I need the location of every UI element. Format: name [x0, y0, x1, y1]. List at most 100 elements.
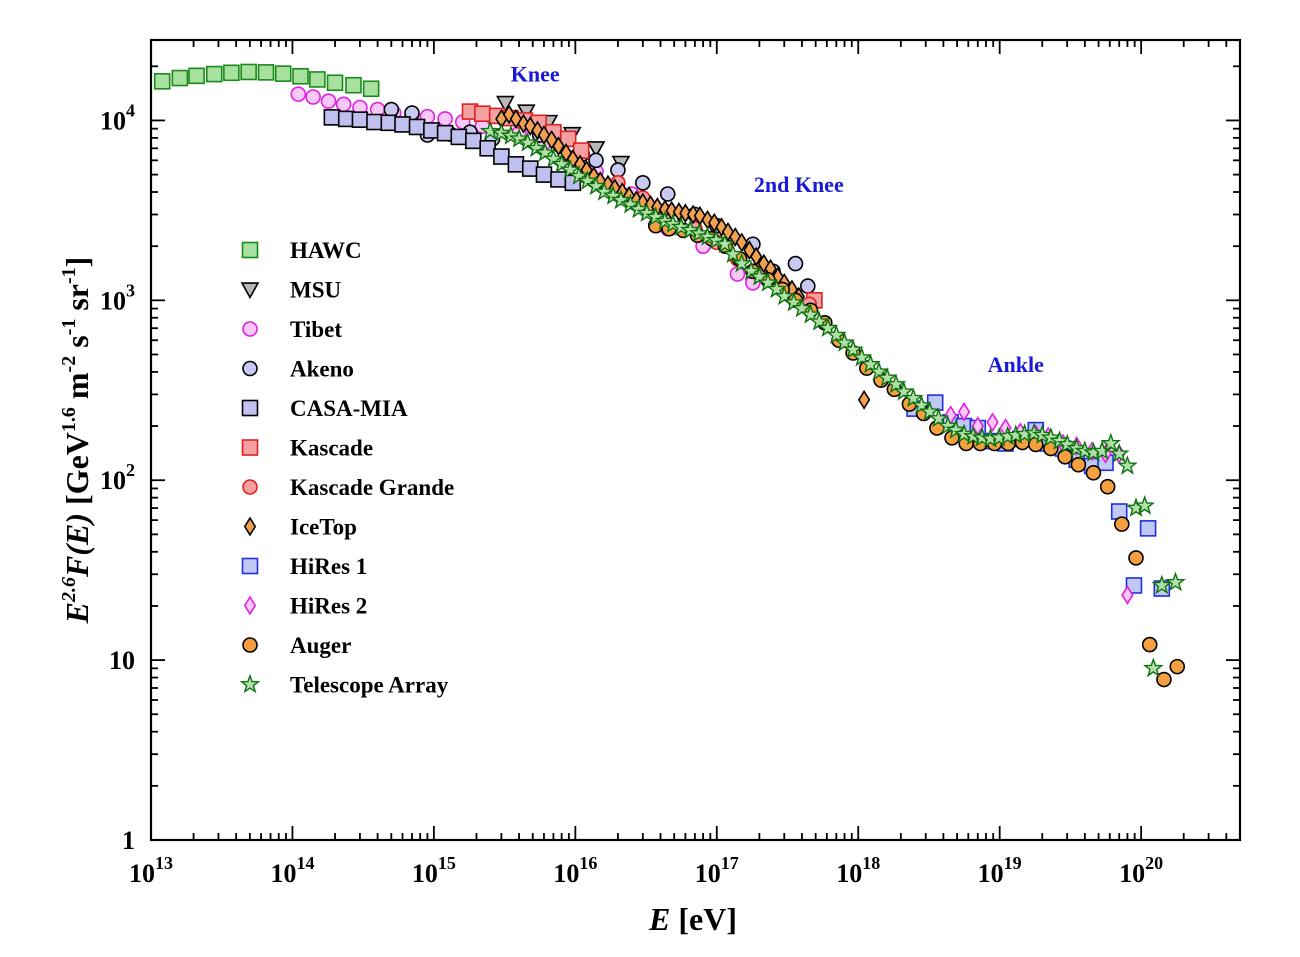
data-point: [1110, 503, 1128, 520]
data-point: [659, 186, 676, 202]
data-point: [351, 111, 369, 128]
data-point: [305, 89, 321, 105]
data-point: [1151, 574, 1173, 595]
data-point: [731, 252, 753, 273]
data-point: [500, 125, 522, 145]
data-point: [593, 181, 615, 201]
data-point: [1139, 520, 1157, 537]
data-point: [1100, 432, 1122, 453]
data-point: [1141, 636, 1158, 653]
data-point: [309, 71, 326, 88]
legend-label: Kascade: [290, 436, 373, 461]
data-point: [773, 285, 795, 306]
data-point: [937, 415, 959, 435]
data-point: [588, 152, 604, 169]
data-point: [526, 137, 547, 158]
data-point: [508, 128, 530, 148]
data-point: [535, 166, 553, 183]
legend-marker: [240, 282, 260, 300]
data-point: [662, 213, 684, 233]
data-point: [517, 132, 538, 152]
data-point: [479, 120, 501, 141]
data-point: [274, 65, 292, 82]
data-point: [1125, 577, 1143, 594]
data-point: [559, 130, 577, 148]
data-point: [188, 67, 205, 85]
data-point: [945, 419, 967, 439]
data-point: [153, 73, 171, 90]
legend-marker: [242, 637, 258, 653]
data-point: [491, 122, 512, 143]
data-point: [857, 389, 871, 410]
data-point: [766, 278, 787, 299]
data-point: [688, 222, 710, 243]
legend-label: HiRes 1: [290, 554, 367, 579]
y-tick-label: 103: [100, 280, 135, 315]
series-icetop: [495, 104, 871, 410]
data-point: [743, 240, 756, 261]
legend-marker: [241, 399, 259, 417]
legend-marker: [242, 360, 258, 377]
annotation-label: Ankle: [988, 352, 1044, 377]
x-tick-label: 1013: [129, 853, 173, 888]
data-point: [628, 198, 649, 219]
data-point: [885, 373, 907, 394]
data-point: [577, 170, 598, 190]
data-point: [787, 255, 804, 272]
series-casa-mia: [323, 109, 582, 192]
data-point: [1121, 585, 1134, 605]
data-point: [1085, 464, 1102, 481]
data-point: [722, 243, 744, 264]
data-point: [366, 113, 383, 131]
data-point: [517, 113, 530, 134]
data-point: [679, 203, 692, 224]
data-point: [205, 65, 223, 83]
data-point: [568, 165, 590, 185]
data-point: [1169, 658, 1186, 675]
data-point: [735, 232, 748, 253]
data-point: [602, 185, 624, 205]
legend-label: Akeno: [290, 357, 354, 382]
data-point: [495, 95, 515, 113]
data-point: [171, 69, 189, 87]
data-point: [1040, 427, 1062, 447]
legend-label: Telescope Array: [290, 673, 449, 698]
legend-marker: [241, 241, 259, 259]
data-point: [1057, 448, 1073, 465]
legend-marker: [243, 516, 257, 537]
data-point: [586, 141, 606, 158]
data-point: [826, 324, 847, 344]
y-tick-label: 102: [100, 460, 135, 495]
data-point: [257, 64, 275, 81]
x-tick-label: 1018: [836, 853, 880, 888]
series-telescope-array: [479, 120, 1186, 678]
series-hawc: [153, 63, 380, 98]
data-point: [1113, 516, 1130, 532]
data-point: [380, 114, 398, 132]
legend-label: IceTop: [290, 515, 357, 540]
data-point: [1134, 495, 1156, 515]
data-point: [834, 332, 855, 352]
legend: HAWC MSU Tibet Akeno CASA-MIA Kascade Kascade …: [239, 238, 454, 698]
data-point: [345, 76, 362, 94]
data-point: [326, 74, 344, 92]
data-point: [620, 193, 641, 214]
legend-label: Auger: [290, 633, 351, 658]
data-point: [645, 206, 667, 227]
data-point: [1108, 443, 1130, 463]
x-axis-label: E [eV]: [648, 901, 737, 937]
data-point: [957, 401, 971, 422]
data-point: [450, 128, 468, 146]
data-point: [290, 86, 307, 102]
data-point: [680, 219, 701, 240]
legend-label: HAWC: [290, 238, 362, 263]
data-point: [493, 148, 510, 165]
legend-marker: [243, 595, 257, 616]
x-tick-label: 1015: [412, 853, 456, 888]
y-tick-label: 1: [122, 826, 135, 855]
data-point: [437, 111, 453, 127]
data-point: [1117, 455, 1138, 475]
data-point: [408, 118, 426, 136]
annotations: Knee 2nd Knee Ankle: [511, 61, 1044, 377]
